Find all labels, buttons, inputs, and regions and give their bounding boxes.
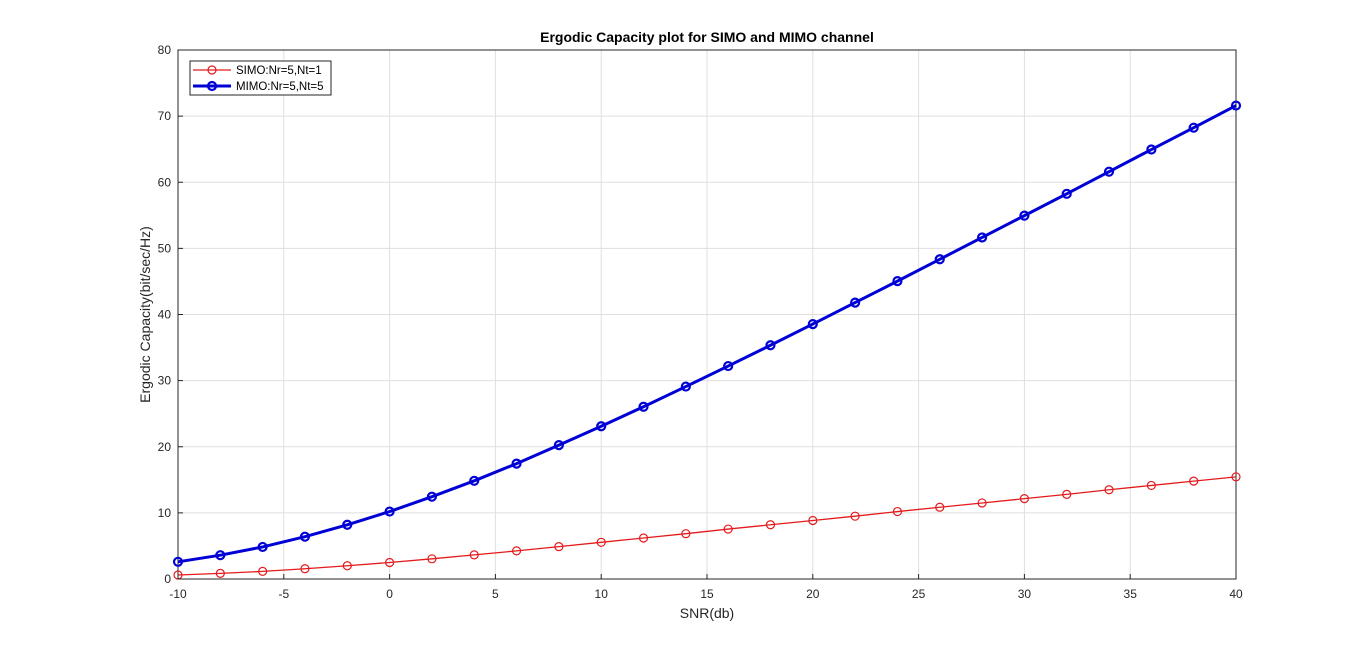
data-point-simo [1104, 485, 1114, 495]
x-axis-label: SNR(db) [680, 605, 734, 621]
data-point-simo [596, 537, 606, 547]
data-point-simo [215, 568, 225, 578]
data-point-mimo [892, 276, 903, 287]
data-point-mimo [299, 531, 311, 542]
legend: SIMO:Nr=5,Nt=1 MIMO:Nr=5,Nt=5 [189, 60, 332, 96]
data-point-mimo [553, 439, 564, 451]
data-point-simo [1146, 480, 1156, 491]
series-group [172, 100, 1242, 580]
series-mimo [172, 100, 1242, 567]
data-point-simo [892, 506, 903, 517]
data-point-mimo [807, 318, 818, 330]
ticks: -10 -5 0 5 10 15 20 25 30 35 40 0 10 20 30 40 50 60 70 80 [158, 43, 1243, 601]
y-tick-label: 10 [158, 506, 172, 520]
series-line-simo [177, 476, 1237, 576]
data-point-simo [511, 546, 522, 556]
data-point-simo [258, 566, 268, 576]
series-line-mimo [177, 104, 1237, 564]
x-tick-label: 10 [595, 587, 609, 601]
data-point-simo [1189, 476, 1199, 486]
data-point-mimo [934, 254, 945, 265]
data-point-simo [850, 511, 860, 521]
data-point-mimo [976, 232, 988, 243]
data-point-simo [427, 554, 437, 564]
data-point-simo [342, 561, 352, 571]
x-tick-label: 20 [806, 587, 820, 601]
data-point-mimo [680, 381, 691, 392]
y-tick-label: 60 [158, 175, 172, 189]
y-tick-label: 80 [158, 43, 172, 57]
data-point-mimo [1103, 166, 1115, 177]
y-axis-label: Ergodic Capacity(bit/sec/Hz) [137, 226, 153, 403]
x-tick-label: 40 [1229, 587, 1243, 601]
data-point-mimo [215, 550, 226, 561]
data-point-simo [935, 502, 945, 512]
x-tick-label: 25 [912, 587, 926, 601]
data-point-simo [638, 533, 649, 543]
data-point-simo [765, 520, 776, 530]
data-point-simo [1231, 472, 1241, 482]
x-tick-label: -10 [169, 587, 187, 601]
data-point-mimo [1019, 210, 1030, 221]
data-point-simo [681, 529, 691, 539]
legend-label-mimo: MIMO:Nr=5,Nt=5 [236, 81, 324, 93]
data-point-mimo [469, 475, 480, 486]
data-point-simo [723, 524, 733, 534]
data-point-simo [1062, 489, 1072, 499]
x-tick-label: 15 [700, 587, 714, 601]
data-point-mimo [1230, 100, 1242, 111]
data-point-mimo [1061, 188, 1072, 199]
data-point-mimo [342, 519, 353, 530]
grid [177, 49, 1237, 580]
x-tick-label: -5 [278, 587, 289, 601]
data-point-mimo [257, 541, 268, 553]
y-tick-label: 30 [158, 374, 172, 388]
y-tick-label: 50 [158, 241, 172, 255]
data-point-simo [977, 498, 987, 508]
data-point-simo [385, 557, 395, 568]
legend-marker-simo [207, 65, 217, 75]
x-tick-label: 0 [386, 587, 393, 601]
data-point-mimo [723, 360, 734, 372]
legend-marker-mimo [206, 80, 218, 92]
y-tick-label: 40 [158, 308, 172, 322]
data-point-simo [469, 550, 479, 560]
x-tick-label: 35 [1124, 587, 1138, 601]
y-tick-label: 0 [164, 572, 171, 586]
data-point-mimo [1188, 122, 1199, 133]
data-point-mimo [1146, 144, 1157, 155]
data-point-simo [1019, 494, 1030, 504]
legend-label-simo: SIMO:Nr=5,Nt=1 [236, 65, 322, 77]
chart-title: Ergodic Capacity plot for SIMO and MIMO … [540, 29, 874, 45]
data-point-simo [300, 564, 310, 574]
series-simo [173, 472, 1241, 580]
data-point-mimo [638, 401, 649, 412]
data-point-mimo [596, 421, 607, 432]
data-point-mimo [426, 491, 438, 502]
y-tick-label: 20 [158, 440, 172, 454]
data-point-mimo [511, 458, 522, 469]
data-point-mimo [850, 297, 861, 308]
data-point-simo [554, 541, 564, 552]
y-tick-label: 70 [158, 109, 172, 123]
x-tick-label: 5 [492, 587, 499, 601]
data-point-simo [808, 515, 818, 526]
data-point-mimo [384, 506, 395, 517]
x-tick-label: 30 [1018, 587, 1032, 601]
data-point-mimo [172, 556, 184, 567]
data-point-mimo [765, 340, 776, 351]
